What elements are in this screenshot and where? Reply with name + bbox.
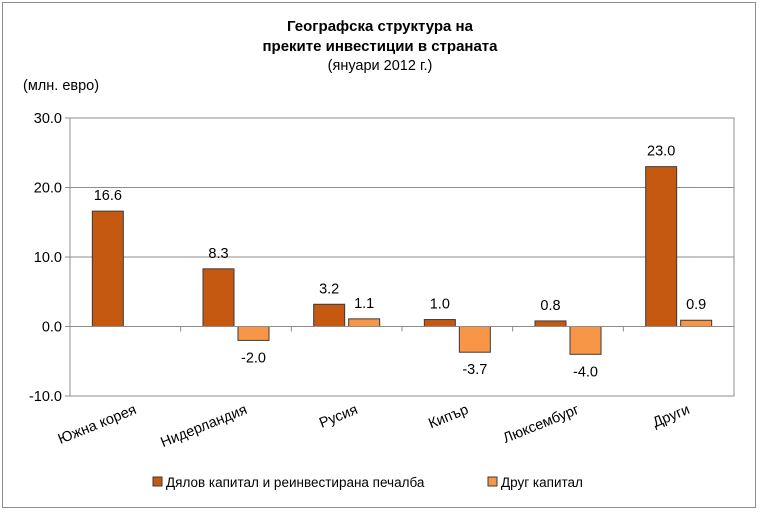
x-category-label: Кипър — [426, 402, 471, 432]
chart-subtitle: (януари 2012 г.) — [328, 58, 433, 74]
data-label-equity: 23.0 — [647, 144, 675, 160]
legend-label-other-capital: Друг капитал — [501, 475, 583, 490]
y-tick-label: 0.0 — [42, 320, 62, 336]
data-label-other-capital: -3.7 — [462, 362, 487, 378]
data-label-equity: 0.8 — [540, 298, 560, 314]
bar-chart: Географска структура на преките инвестиц… — [23, 18, 735, 490]
y-tick-label: 20.0 — [34, 181, 62, 197]
bar-other-capital — [458, 326, 491, 353]
bar-other-capital — [569, 326, 602, 355]
x-category-label: Други — [651, 402, 693, 431]
legend-swatch-equity — [152, 476, 163, 487]
y-tick-label: 10.0 — [34, 250, 62, 266]
data-label-other-capital: 1.1 — [354, 296, 374, 312]
bar-other-capital — [237, 326, 270, 341]
bar-other-capital — [680, 319, 713, 327]
bar-equity — [313, 303, 346, 328]
bar-equity — [202, 268, 235, 328]
y-tick-label: -10.0 — [29, 389, 62, 405]
chart-frame: Географска структура на преките инвестиц… — [2, 2, 756, 508]
bar-equity — [91, 210, 124, 328]
legend: Дялов капитал и реинвестирана печалба Дру… — [152, 475, 583, 490]
x-category-label: Южна корея — [56, 402, 139, 448]
bar-equity — [645, 166, 678, 327]
y-axis-unit-label: (млн. евро) — [23, 78, 99, 94]
bar-equity — [534, 320, 567, 328]
chart-title-line-1: Географска структура на — [287, 18, 474, 35]
bar-equity — [423, 319, 456, 327]
data-label-other-capital: -4.0 — [573, 364, 598, 380]
data-label-other-capital: 0.9 — [686, 297, 706, 313]
data-label-equity: 16.6 — [94, 188, 122, 204]
data-label-equity: 3.2 — [319, 281, 339, 297]
legend-label-equity: Дялов капитал и реинвестирана печалба — [166, 475, 425, 490]
bar-other-capital — [348, 318, 381, 328]
data-label-equity: 8.3 — [208, 246, 228, 262]
x-category-label: Нидерландия — [159, 402, 250, 451]
data-label-other-capital: -2.0 — [241, 350, 266, 366]
plot-area: 30.0 20.0 10.0 0.0 -10.0 16.6 8.3 3.2 1.0 0.8 23.0… — [29, 111, 735, 451]
y-tick-label: 30.0 — [34, 111, 62, 127]
x-category-label: Люксембург — [501, 402, 582, 447]
chart-title-line-2: преките инвестиции в страната — [262, 38, 498, 55]
legend-swatch-other-capital — [487, 476, 498, 487]
x-category-label: Русия — [317, 402, 360, 432]
data-label-equity: 1.0 — [430, 297, 450, 313]
